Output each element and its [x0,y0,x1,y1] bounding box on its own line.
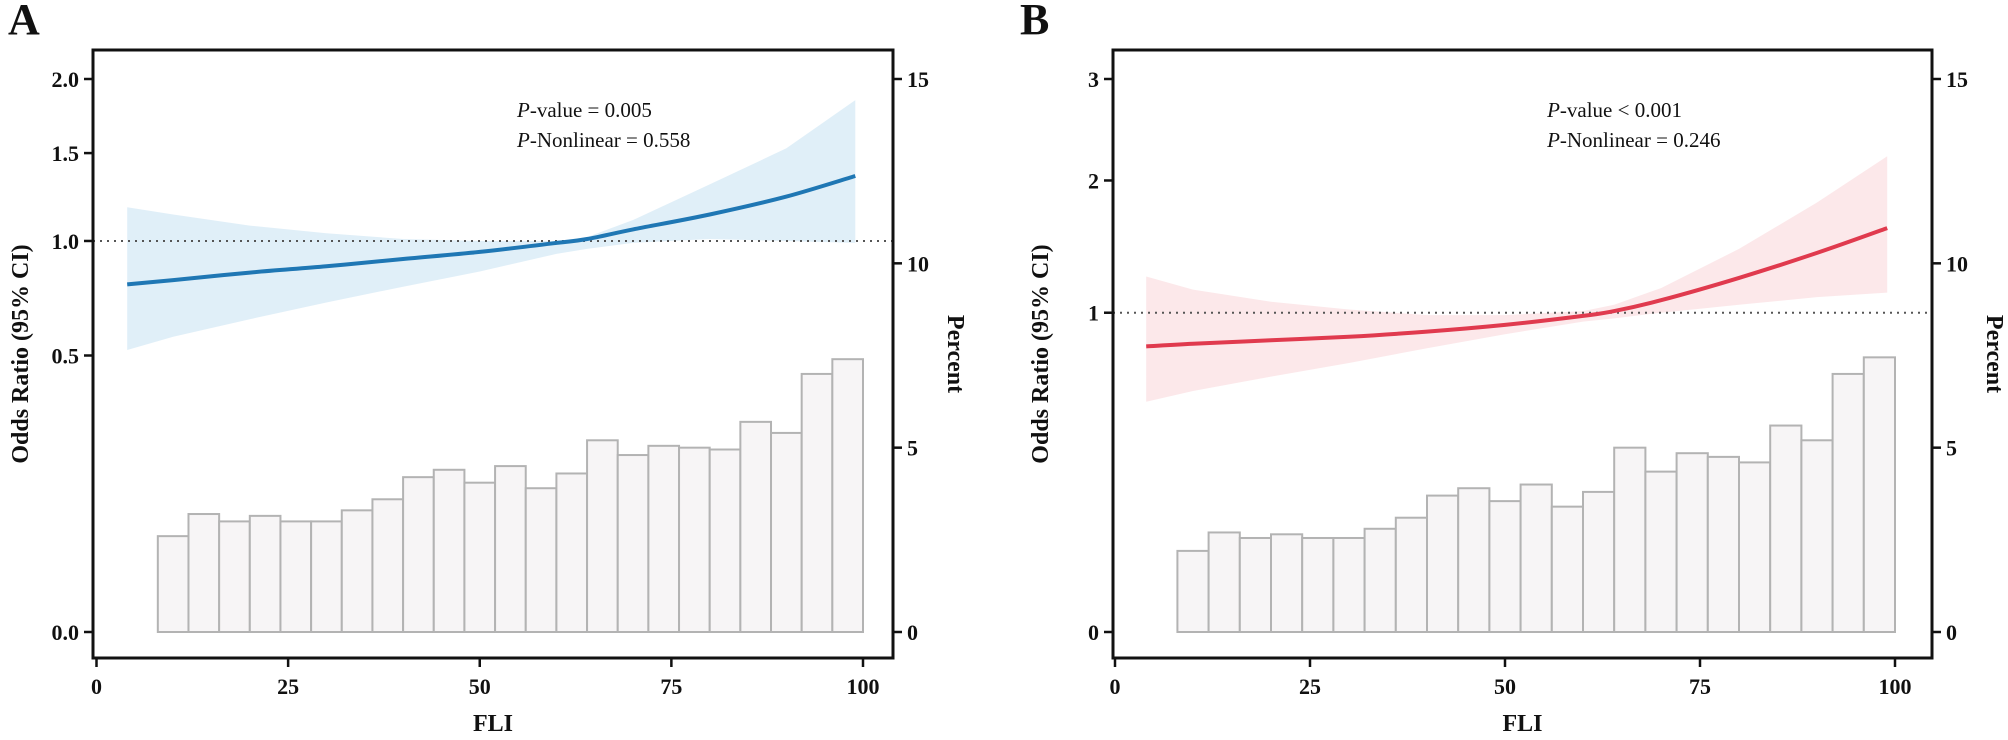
panel-label-a: A [8,0,40,44]
histogram-bar [1550,505,1585,633]
histogram-bar [1207,531,1241,634]
x-tick-label: 100 [1879,674,1912,699]
panel-label-b: B [1020,0,1049,44]
histogram-bar [248,514,282,633]
histogram-bar [1769,424,1803,633]
histogram-bar [1644,470,1678,633]
y-tick-label: 2 [1088,168,1099,193]
histogram-bar [1675,452,1709,633]
histogram-bar [1519,483,1553,633]
y2-tick-label: 15 [1946,67,1968,92]
y2-axis-title: Percent [942,315,968,393]
histogram-bar [800,372,834,633]
y-tick-label: 1 [1088,301,1099,326]
histogram-bar [1800,439,1834,633]
p-nonlinear-annotation: P-Nonlinear = 0.246 [1546,128,1720,152]
odds-ratio-line [1146,226,1888,349]
y2-tick-label: 10 [1946,251,1968,276]
y-tick-label: 0.5 [52,344,80,369]
histogram-bar [524,487,558,633]
histogram-bar [187,513,221,634]
histogram-bar [555,472,589,633]
plot-frame [91,48,895,660]
histogram-bar [310,520,343,634]
x-tick-label: 25 [1299,674,1321,699]
odds-ratio-line [127,174,856,287]
y2-tick-label: 5 [1946,436,1957,461]
histogram-bar [1363,527,1397,633]
histogram-bar [402,476,435,633]
histogram-bar [1176,549,1210,633]
histogram-bar [1862,356,1897,633]
x-tick-label: 0 [91,674,102,699]
histogram-bar [1738,461,1772,633]
histogram-bar [831,358,865,633]
y2-tick-label: 10 [907,251,929,276]
histogram-bar [1457,487,1491,633]
y-tick-label: 3 [1088,67,1099,92]
histogram-bar [1706,455,1741,633]
y-tick-label: 2.0 [52,67,80,92]
histogram-bar [340,509,374,633]
histogram-bar [1238,536,1273,633]
histogram-bar [708,448,742,634]
histogram-bar [1394,516,1429,633]
confidence-band [1146,156,1888,402]
histogram-bar [586,439,619,633]
histogram-bar [770,431,803,634]
x-tick-label: 50 [469,674,491,699]
x-axis-title: FLI [473,711,513,735]
confidence-band [127,100,856,350]
p-value-annotation: P-value < 0.001 [1546,98,1682,122]
histogram-bar [432,468,466,633]
y-tick-label: 1.0 [52,229,80,254]
y2-tick-label: 0 [907,620,918,645]
histogram-bar [1613,446,1647,633]
histogram-bar [494,465,527,633]
x-tick-label: 100 [847,674,880,699]
y2-tick-label: 15 [907,67,929,92]
histogram-bar [1270,533,1304,634]
chart-panel-b: 0 25 50 75 100 0 1 2 3 0 5 10 15 FLI Odds Ratio (95% C… [1028,48,2007,737]
x-tick-label: 75 [1689,674,1711,699]
x-tick-label: 50 [1494,674,1516,699]
histogram-bar [279,520,313,634]
histogram-bar [156,535,190,633]
y2-tick-label: 0 [1946,620,1957,645]
histogram-bar [1488,500,1522,633]
chart-panel-a: 0 25 50 75 100 0.0 0.5 1.0 1.5 2.0 0 5 10 15 FLI Odds R… [8,48,968,737]
y2-tick-label: 5 [907,436,918,461]
y-tick-label: 0 [1088,620,1099,645]
y2-axis-title: Percent [1981,315,2007,393]
histogram-bar [1831,372,1865,633]
histogram-bar [616,454,650,634]
histogram-bar [647,444,681,633]
y-axis-title: Odds Ratio (95% CI) [1028,244,1054,463]
x-tick-label: 0 [1110,674,1121,699]
y-axis-title: Odds Ratio (95% CI) [8,244,34,463]
histogram-bar [678,446,711,633]
histogram-bar [739,420,773,633]
histogram-bar [463,481,497,633]
histogram-bar [1426,494,1460,633]
p-value-annotation: P-value = 0.005 [516,98,652,122]
y-tick-label: 0.0 [52,620,80,645]
histogram-bar [1332,536,1366,633]
histogram-bar [218,520,251,634]
x-tick-label: 25 [277,674,299,699]
x-tick-label: 75 [660,674,682,699]
y-tick-label: 1.5 [52,141,80,166]
plot-frame [1111,48,1934,660]
histogram-bar [1582,490,1616,634]
p-nonlinear-annotation: P-Nonlinear = 0.558 [516,128,690,152]
x-axis-title: FLI [1502,711,1542,735]
histogram-bar [371,498,405,633]
histogram-bar [1301,536,1335,633]
